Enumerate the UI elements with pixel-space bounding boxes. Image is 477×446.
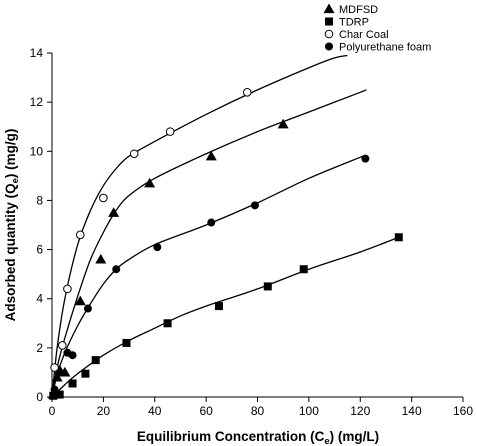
data-point-polyurethane-foam (83, 304, 92, 313)
x-tick-label: 20 (97, 404, 111, 418)
legend-label-mdfsd: MDFSD (339, 4, 378, 16)
data-point-tdrp (68, 379, 77, 388)
fit-curves (51, 54, 400, 398)
y-tick-label: 2 (36, 341, 43, 355)
x-tick-label: 100 (299, 404, 319, 418)
y-tick-label: 4 (36, 292, 43, 306)
data-point-mdfsd (108, 207, 120, 217)
legend-label-polyurethane-foam: Polyurethane foam (339, 42, 431, 54)
data-point-tdrp (263, 282, 272, 291)
legend-label-tdrp: TDRP (339, 17, 369, 29)
data-point-tdrp (163, 319, 172, 328)
data-point-polyurethane-foam (68, 351, 77, 360)
data-point-tdrp (55, 390, 64, 399)
data-point-polyurethane-foam (250, 201, 259, 210)
data-point-polyurethane-foam (153, 243, 162, 252)
data-point-mdfsd (144, 177, 156, 188)
data-point-char-coal (63, 284, 72, 294)
data-point-char-coal (242, 88, 252, 97)
data-point-char-coal (50, 363, 59, 372)
axes: 0 20 40 60 80 100 120 140 160 0 2 4 6 8 10 12 14 (30, 46, 474, 418)
data-point-polyurethane-foam (50, 385, 59, 394)
data-point-mdfsd (205, 150, 217, 161)
data-point-mdfsd (95, 253, 107, 264)
data-point-tdrp (49, 391, 58, 400)
fit-curve-mdfsd (51, 89, 367, 398)
data-point-tdrp (122, 338, 131, 347)
data-points (47, 88, 403, 400)
fit-curve-char-coal (51, 54, 348, 398)
x-tick-label: 160 (453, 404, 473, 418)
y-tick-label: 14 (30, 46, 44, 60)
y-tick-label: 12 (30, 95, 44, 109)
x-axis-title: Equilibrium Concentration (Ce) (mg/L) (137, 429, 379, 446)
data-point-tdrp (214, 302, 223, 311)
x-tick-label: 80 (251, 404, 265, 418)
data-point-polyurethane-foam (55, 368, 64, 377)
legend-marker-char-coal (324, 29, 334, 39)
data-point-mdfsd (51, 371, 63, 382)
data-point-polyurethane-foam (361, 154, 370, 163)
legend-marker-tdrp (325, 17, 333, 26)
y-tick-label: 6 (36, 243, 43, 257)
data-point-mdfsd (74, 295, 86, 306)
legend-marker-mdfsd (323, 3, 335, 14)
y-tick-label: 8 (36, 193, 43, 207)
data-point-tdrp (394, 233, 403, 242)
legend-marker-polyurethane-foam (325, 42, 333, 51)
data-point-char-coal (129, 149, 139, 159)
data-point-tdrp (299, 265, 308, 274)
y-tick-label: 10 (30, 144, 44, 158)
data-point-polyurethane-foam (207, 218, 216, 227)
data-point-char-coal (75, 230, 85, 240)
y-axis-title: Adsorbed quantity (Qe) (mg/g) (3, 129, 21, 322)
data-point-tdrp (81, 369, 90, 378)
y-tick-label: 0 (36, 390, 43, 404)
x-tick-label: 60 (199, 404, 213, 418)
x-tick-label: 0 (49, 404, 56, 418)
data-point-char-coal (57, 341, 67, 350)
legend-label-char-coal: Char Coal (339, 29, 389, 41)
x-tick-label: 40 (148, 404, 162, 418)
data-point-polyurethane-foam (112, 265, 121, 274)
data-point-char-coal (99, 193, 108, 203)
data-point-tdrp (91, 356, 100, 365)
data-point-char-coal (165, 127, 175, 136)
data-point-mdfsd (277, 118, 289, 129)
x-tick-label: 140 (402, 404, 422, 418)
x-tick-label: 120 (350, 404, 370, 418)
